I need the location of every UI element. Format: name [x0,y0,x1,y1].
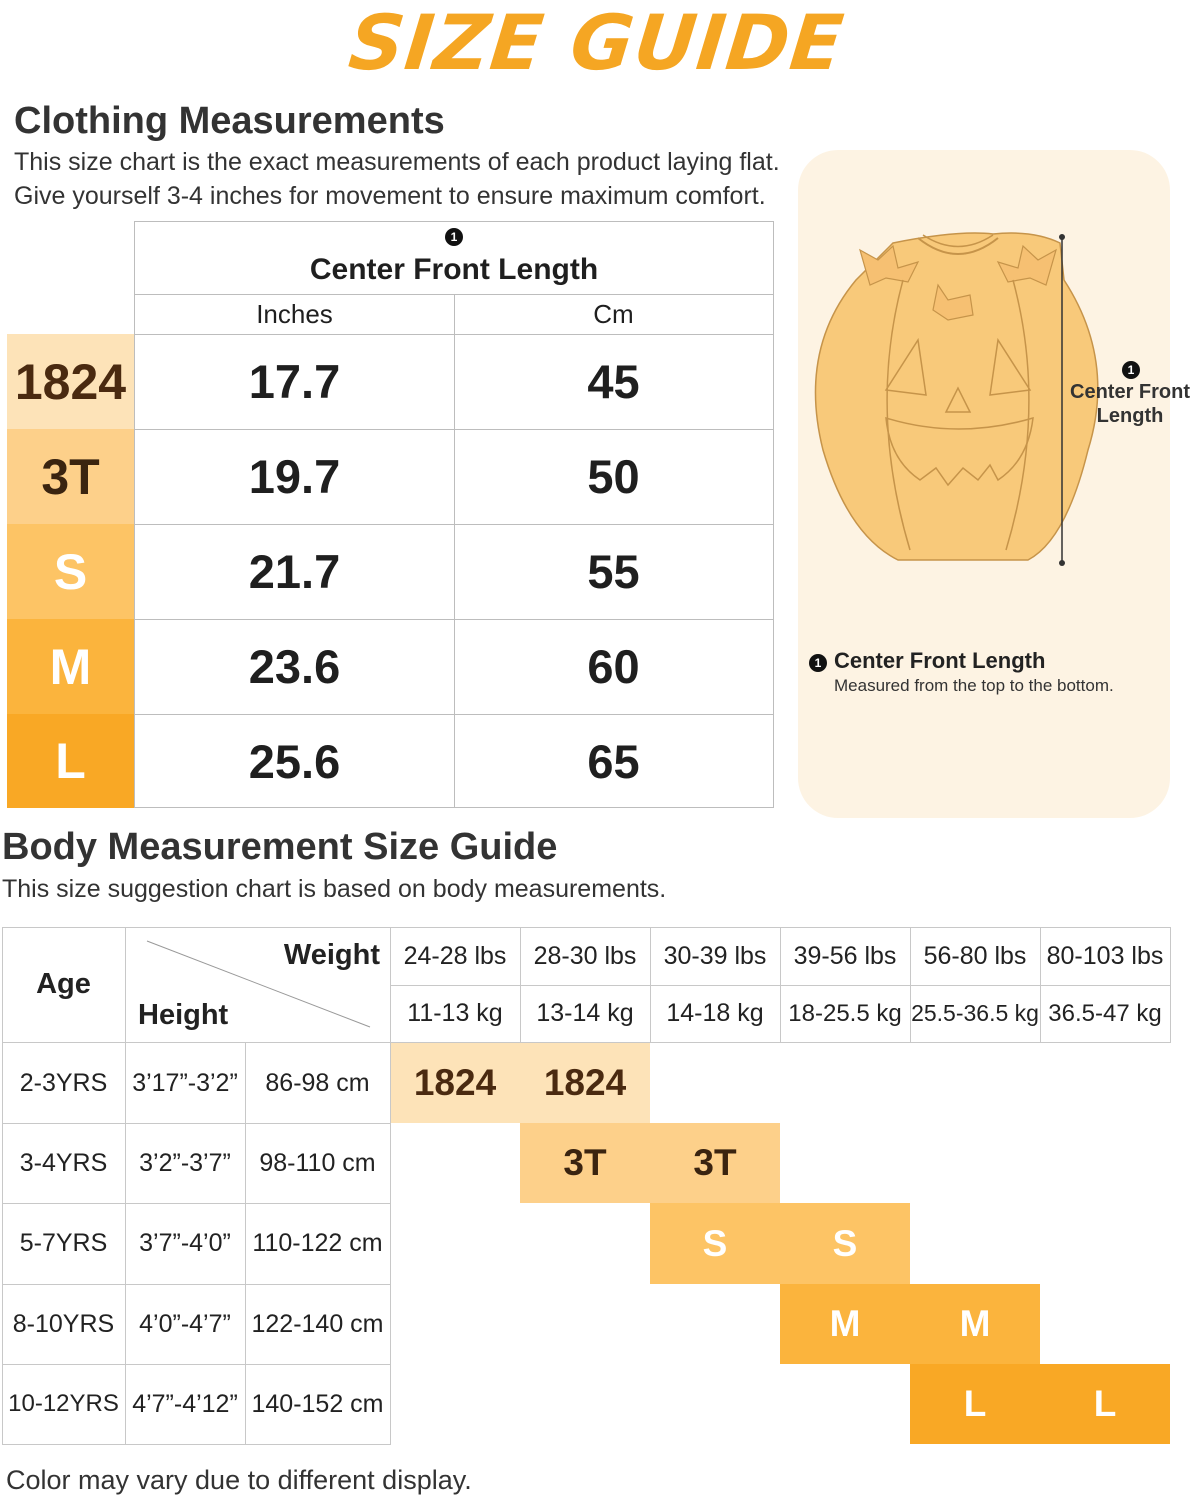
weight-header: Weight [283,938,380,971]
size-block: M M [780,1284,1040,1364]
clothing-desc-1: This size chart is the exact measurement… [14,148,780,176]
weight-lbs: 80-103 lbs [1046,941,1164,970]
body-desc: This size suggestion chart is based on b… [2,875,667,903]
size-label: 1824 [14,353,127,410]
cm-value: 50 [587,450,640,503]
weight-lbs: 28-30 lbs [533,941,637,970]
inches-value: 23.6 [248,640,341,693]
weight-kg: 11-13 kg [407,999,503,1027]
age-cell: 3-4YRS [19,1148,108,1177]
height-ft-cell: 3’2”-3’7” [139,1148,231,1177]
weight-kg: 14-18 kg [666,999,764,1027]
inches-value: 25.6 [248,734,341,788]
note-title: Center Front Length [834,648,1046,673]
height-ft-cell: 3’17”-3’2” [132,1068,238,1097]
clothing-size-cell: 3T [7,429,134,524]
measure-label: Center Front Length [1070,381,1190,427]
height-cm-cell: 86-98 cm [265,1068,370,1097]
weight-lbs: 39-56 lbs [793,941,897,970]
column-title: Center Front Length [309,253,599,286]
header-diagonal [146,940,371,1028]
inches-value: 19.7 [248,450,341,503]
pumpkin-shirt-icon [814,232,1099,566]
size-label: L [55,733,86,789]
height-ft-cell: 3’7”-4’0” [139,1229,231,1257]
height-cm-cell: 110-122 cm [252,1229,383,1257]
clothing-table: 1 Center Front Length Inches Cm 17.7 45 … [134,221,774,808]
weight-kg: 25.5-36.5 kg [911,1000,1039,1026]
height-ft-cell: 4’0”-4’7” [139,1309,231,1338]
weight-kg: 18-25.5 kg [788,999,902,1027]
clothing-heading: Clothing Measurements [14,100,445,142]
cm-value: 60 [587,640,640,693]
marker-icon: 1 [1122,361,1140,379]
column-cm: Cm [593,298,634,329]
age-header: Age [36,968,91,1000]
column-inches: Inches [256,298,333,329]
footer-note: Color may vary due to different display. [6,1465,472,1495]
clothing-size-cell: L [7,714,134,808]
inches-value: 21.7 [248,545,341,598]
size-block: L L [910,1364,1170,1444]
inches-value: 17.7 [248,355,341,408]
weight-lbs: 24-28 lbs [403,941,507,970]
size-block: 1824 1824 [390,1043,650,1123]
clothing-size-cell: M [7,619,134,714]
clothing-size-column: 1824 3T S M L [7,334,134,808]
cm-value: 65 [587,734,640,788]
age-cell: 10-12YRS [8,1390,119,1417]
weight-kg: 36.5-47 kg [1048,999,1162,1027]
clothing-size-cell: S [7,524,134,619]
note-text: Measured from the top to the bottom. [834,676,1114,695]
size-block: S S [650,1203,910,1284]
height-cm-cell: 98-110 cm [259,1148,376,1177]
size-label: S [53,543,88,600]
weight-kg: 13-14 kg [536,999,634,1027]
weight-lbs: 30-39 lbs [663,941,767,970]
cm-value: 55 [587,545,640,598]
size-label: 3T [41,448,100,505]
age-cell: 2-3YRS [19,1068,108,1097]
marker-icon: 1 [809,654,827,672]
marker-icon: 1 [135,226,773,248]
cm-value: 45 [587,355,640,408]
clothing-size-cell: 1824 [7,334,134,429]
height-cm-cell: 140-152 cm [251,1389,384,1418]
height-cm-cell: 122-140 cm [251,1309,384,1338]
height-header: Height [138,998,229,1031]
size-block: 3T 3T [520,1123,780,1203]
size-label: M [49,638,92,695]
height-ft-cell: 4’7”-4’12” [132,1389,238,1418]
weight-lbs: 56-80 lbs [923,941,1027,970]
age-cell: 8-10YRS [12,1309,115,1338]
clothing-desc-2: Give yourself 3-4 inches for movement to… [14,182,766,210]
body-heading: Body Measurement Size Guide [2,826,558,868]
age-cell: 5-7YRS [19,1229,108,1257]
